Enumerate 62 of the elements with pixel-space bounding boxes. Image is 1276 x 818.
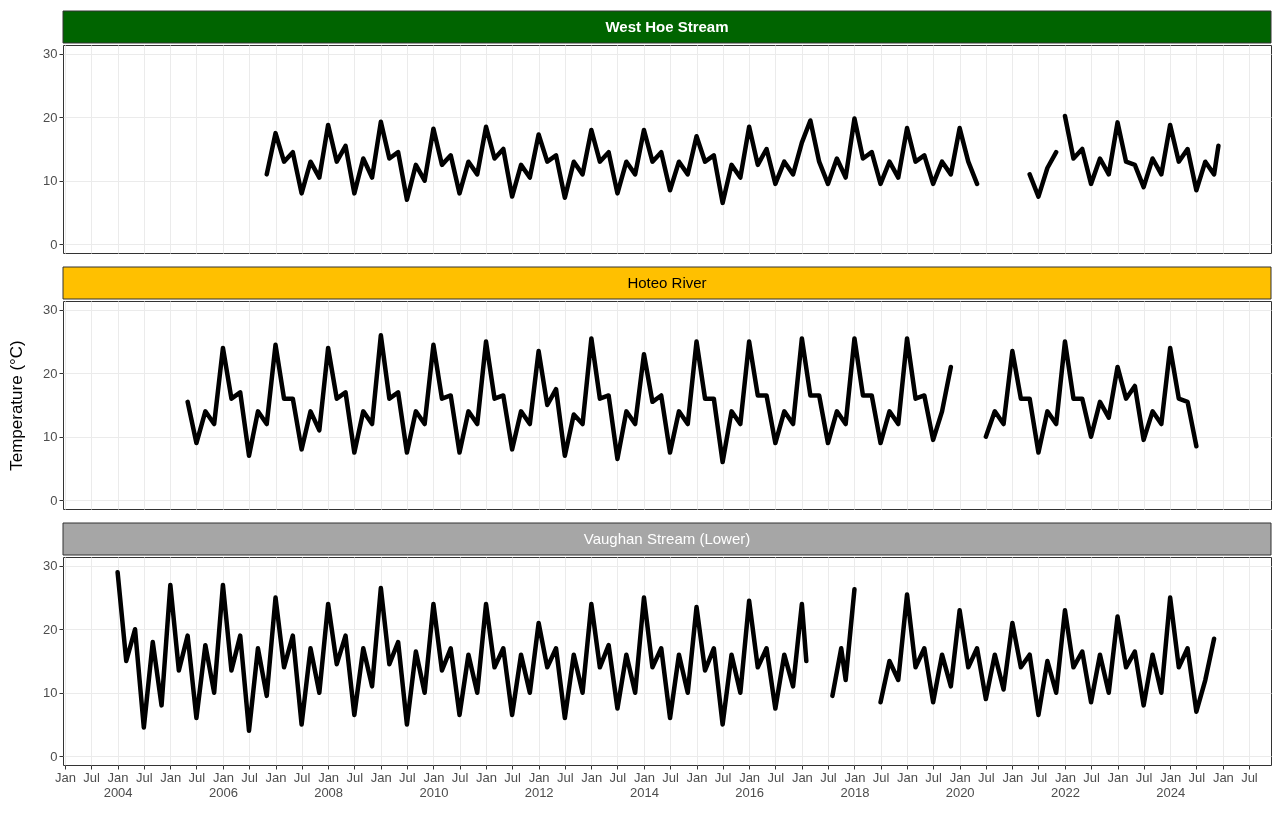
y-tick-label: 20	[43, 365, 58, 381]
x-tick-label: Jan 2024	[1156, 769, 1186, 800]
x-tick-label: Jul	[504, 769, 522, 785]
x-tick-label: Jan 2006	[208, 769, 238, 800]
x-tick-label: Jul	[293, 769, 311, 785]
x-tick-label: Jul	[978, 769, 995, 785]
x-tick-label: Jul	[136, 769, 153, 785]
x-tick-label: Jan	[686, 769, 708, 785]
x-tick-label: Jan	[791, 769, 813, 785]
x-tick-label: Jul	[714, 769, 732, 785]
x-tick-label: Jan	[581, 769, 603, 785]
x-tick-label: Jul	[1083, 769, 1100, 785]
x-tick-label: Jul	[609, 769, 627, 785]
y-tick-label: 0	[50, 236, 58, 252]
x-tick-label: Jul	[820, 769, 837, 785]
x-tick-label: Jan	[55, 769, 76, 785]
x-tick-label: Jan 2016	[735, 769, 765, 800]
y-tick-label: 0	[50, 492, 58, 508]
y-tick-label: 20	[43, 621, 58, 637]
y-tick-label: 20	[43, 109, 58, 125]
x-tick-label: Jul	[872, 769, 890, 785]
x-tick-label: Jan	[1107, 769, 1129, 785]
y-tick-label: 30	[43, 302, 58, 318]
y-tick-label: 10	[43, 429, 58, 445]
x-tick-label: Jan 2018	[840, 769, 870, 800]
x-tick-label: Jan 2012	[524, 769, 554, 800]
x-tick-label: Jan	[897, 769, 919, 785]
y-tick-label: 10	[43, 173, 58, 189]
x-tick-label: Jan	[265, 769, 287, 785]
x-tick-label: Jul	[557, 769, 574, 785]
x-tick-label: Jan	[160, 769, 182, 785]
x-tick-label: Jul	[1188, 769, 1206, 785]
x-tick-label: Jan 2008	[314, 769, 344, 800]
x-tick-label: Jan	[1002, 769, 1024, 785]
chart-title: West Hoe Stream	[605, 18, 729, 35]
x-tick-label: Jan 2020	[945, 769, 975, 800]
y-tick-label: 30	[43, 558, 58, 574]
x-tick-label: Jan	[370, 769, 392, 785]
x-tick-label: Jan 2014	[629, 769, 659, 800]
y-tick-label: 0	[50, 748, 58, 764]
x-tick-label: Jul	[1030, 769, 1048, 785]
x-tick-label: Jul	[188, 769, 206, 785]
x-tick-label: Jan	[1212, 769, 1234, 785]
x-tick-label: Jan 2022	[1051, 769, 1080, 800]
x-tick-label: Jul	[241, 769, 258, 785]
x-tick-label: Jan	[476, 769, 498, 785]
x-tick-label: Jul	[1241, 769, 1258, 785]
x-tick-label: Jul	[1135, 769, 1153, 785]
x-tick-label: Jul	[662, 769, 679, 785]
x-tick-label: Jul	[767, 769, 785, 785]
chart-title: Hoteo River	[627, 274, 707, 291]
y-tick-label: 10	[43, 685, 58, 701]
x-tick-label: Jul	[83, 769, 101, 785]
x-tick-label: Jul	[346, 769, 364, 785]
x-tick-label: Jul	[451, 769, 469, 785]
x-tick-label: Jul	[399, 769, 416, 785]
x-tick-label: Jan 2004	[103, 769, 133, 800]
y-axis-title: Temperature (°C)	[6, 340, 26, 471]
chart-title: Vaughan Stream (Lower)	[583, 530, 751, 547]
x-tick-label: Jul	[925, 769, 943, 785]
x-tick-label: Jan 2010	[419, 769, 449, 800]
y-tick-label: 30	[43, 46, 58, 62]
